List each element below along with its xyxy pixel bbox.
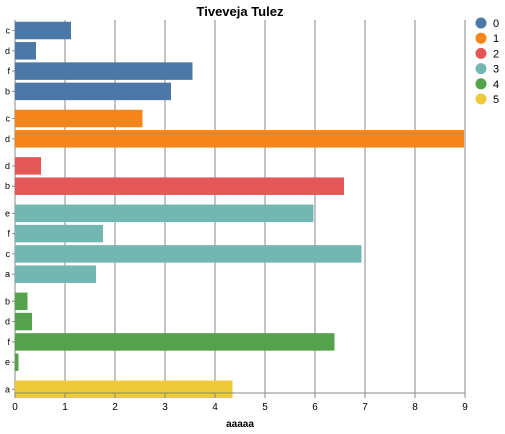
bar-group-0-d	[15, 42, 36, 60]
x-tick-label: 8	[412, 402, 418, 413]
category-label: d	[5, 134, 10, 144]
category-label: f	[7, 229, 10, 239]
bar-group-0-c	[15, 22, 71, 40]
legend-label: 4	[493, 79, 499, 91]
legend-label: 2	[493, 48, 499, 60]
bar-group-4-d	[15, 313, 32, 331]
category-label: a	[5, 384, 10, 394]
bar-group-2-b	[15, 177, 344, 195]
category-label: d	[5, 161, 10, 171]
bar-group-3-e	[15, 205, 314, 223]
x-tick-label: 2	[112, 402, 118, 413]
bar-group-3-f	[15, 225, 103, 243]
chart-title: Tiveveja Tulez	[197, 4, 284, 19]
category-label: d	[5, 46, 10, 56]
category-label: c	[6, 249, 11, 259]
category-label: e	[5, 208, 10, 218]
bar-group-4-b	[15, 293, 28, 311]
category-label: e	[5, 357, 10, 367]
bar-group-1-c	[15, 110, 143, 128]
bar-group-1-d	[15, 130, 464, 148]
x-tick-label: 3	[162, 402, 168, 413]
legend-label: 3	[493, 64, 499, 76]
category-label: a	[5, 269, 10, 279]
legend-swatch	[476, 33, 487, 44]
legend-swatch	[476, 94, 487, 105]
legend-label: 5	[493, 94, 499, 106]
x-tick-label: 6	[312, 402, 318, 413]
bar-group-4-e	[15, 353, 19, 371]
bar-group-3-c	[15, 245, 362, 263]
legend-swatch	[476, 18, 487, 29]
x-tick-label: 7	[362, 402, 368, 413]
legend-swatch	[476, 78, 487, 89]
category-label: f	[7, 66, 10, 76]
bar-group-2-d	[15, 157, 41, 175]
x-tick-label: 9	[462, 402, 468, 413]
bars	[15, 22, 464, 398]
category-label: b	[5, 86, 10, 96]
legend-swatch	[476, 48, 487, 59]
bar-group-0-b	[15, 83, 171, 101]
x-tick-label: 1	[62, 402, 68, 413]
category-label: c	[6, 114, 11, 124]
bar-group-4-f	[15, 333, 335, 351]
bar-group-5-a	[15, 381, 233, 399]
legend-label: 0	[493, 18, 499, 30]
category-label: c	[6, 26, 11, 36]
legend-swatch	[476, 63, 487, 74]
x-axis-title: aaaaa	[226, 419, 254, 430]
legend-label: 1	[493, 33, 499, 45]
category-label: f	[7, 337, 10, 347]
category-label: b	[5, 181, 10, 191]
x-tick-label: 0	[12, 402, 18, 413]
category-label: b	[5, 296, 10, 306]
category-label: d	[5, 317, 10, 327]
bar-group-3-a	[15, 265, 96, 283]
bar-group-0-f	[15, 62, 193, 80]
legend: 0 1 2 3 4 5	[476, 18, 500, 107]
x-tick-label: 4	[212, 402, 218, 413]
x-tick-label: 5	[262, 402, 268, 413]
